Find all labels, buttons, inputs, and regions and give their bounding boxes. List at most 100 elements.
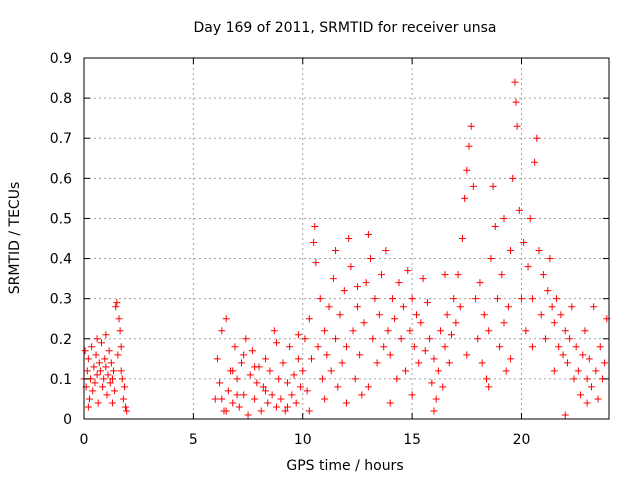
- data-point: [443, 311, 451, 319]
- y-tick-label: 0.4: [50, 252, 72, 268]
- data-point: [428, 379, 436, 387]
- data-point: [310, 239, 318, 247]
- data-point: [294, 331, 302, 339]
- y-tick-label: 0.9: [50, 51, 72, 67]
- data-point: [336, 311, 344, 319]
- data-point: [561, 411, 569, 419]
- data-point: [474, 335, 482, 343]
- data-point: [95, 359, 103, 367]
- data-point: [369, 335, 377, 343]
- data-point: [85, 395, 93, 403]
- data-point: [303, 387, 311, 395]
- data-point: [563, 359, 571, 367]
- y-tick-label: 0.7: [50, 131, 72, 147]
- data-point: [533, 134, 541, 142]
- data-point: [539, 271, 547, 279]
- data-point: [585, 355, 593, 363]
- data-point: [437, 327, 445, 335]
- data-point: [222, 407, 230, 415]
- data-point: [561, 327, 569, 335]
- data-point: [469, 182, 477, 190]
- data-point: [590, 303, 598, 311]
- data-point: [491, 222, 499, 230]
- data-point: [99, 383, 107, 391]
- data-point: [100, 375, 108, 383]
- data-point: [90, 363, 98, 371]
- data-point: [353, 303, 361, 311]
- data-point: [467, 122, 475, 130]
- data-point: [351, 375, 359, 383]
- y-tick-label: 0.1: [50, 372, 72, 388]
- data-point: [104, 371, 112, 379]
- chart-title: Day 169 of 2011, SRMTID for receiver uns…: [193, 20, 496, 36]
- data-point: [493, 295, 501, 303]
- data-point: [513, 122, 521, 130]
- data-point: [283, 403, 291, 411]
- data-point: [233, 375, 241, 383]
- data-point: [500, 214, 508, 222]
- data-point: [266, 367, 274, 375]
- data-point: [583, 375, 591, 383]
- data-point: [117, 343, 125, 351]
- x-tick-label: 0: [80, 432, 89, 448]
- data-point: [117, 367, 125, 375]
- data-point: [380, 343, 388, 351]
- data-point: [450, 295, 458, 303]
- data-point: [592, 367, 600, 375]
- data-point: [122, 403, 130, 411]
- data-point: [262, 387, 270, 395]
- data-point: [89, 387, 97, 395]
- data-point: [311, 222, 319, 230]
- data-point: [404, 267, 412, 275]
- data-point: [489, 182, 497, 190]
- data-point: [343, 399, 350, 407]
- data-point: [91, 379, 99, 387]
- data-point: [588, 383, 595, 391]
- data-point: [216, 379, 224, 387]
- data-point: [485, 327, 493, 335]
- data-point: [542, 335, 550, 343]
- data-point: [421, 347, 429, 355]
- data-point: [343, 343, 350, 351]
- data-point: [101, 355, 109, 363]
- data-point: [463, 166, 471, 174]
- data-point: [402, 367, 410, 375]
- data-point: [108, 375, 116, 383]
- data-point: [483, 375, 490, 383]
- data-point: [448, 331, 455, 339]
- data-point: [452, 319, 460, 327]
- data-point: [327, 367, 335, 375]
- data-point: [375, 311, 383, 319]
- data-point: [544, 287, 552, 295]
- data-point: [288, 391, 296, 399]
- data-point: [524, 263, 532, 271]
- data-point: [522, 327, 530, 335]
- data-point: [105, 347, 113, 355]
- data-point: [413, 311, 420, 319]
- data-point: [367, 255, 375, 263]
- data-point: [242, 335, 250, 343]
- data-point: [384, 327, 392, 335]
- data-point: [458, 235, 466, 242]
- data-point: [294, 355, 302, 363]
- data-point: [572, 343, 580, 351]
- data-point: [362, 279, 370, 287]
- data-point: [574, 367, 582, 375]
- data-point: [537, 311, 545, 319]
- data-point: [102, 363, 110, 371]
- data-point: [116, 327, 124, 335]
- data-point: [323, 351, 331, 359]
- data-point: [251, 395, 259, 403]
- data-point: [290, 371, 298, 379]
- data-point: [332, 247, 340, 255]
- x-tick-label: 5: [189, 432, 198, 448]
- data-point: [417, 319, 425, 327]
- data-point: [397, 335, 405, 343]
- y-tick-labels: 0 0.1 0.2 0.3 0.4 0.5 0.6 0.7 0.8 0.9: [50, 51, 72, 428]
- data-point: [526, 214, 534, 222]
- data-point: [94, 399, 102, 407]
- data-point: [218, 395, 226, 403]
- data-point: [299, 367, 307, 375]
- data-point: [244, 411, 252, 419]
